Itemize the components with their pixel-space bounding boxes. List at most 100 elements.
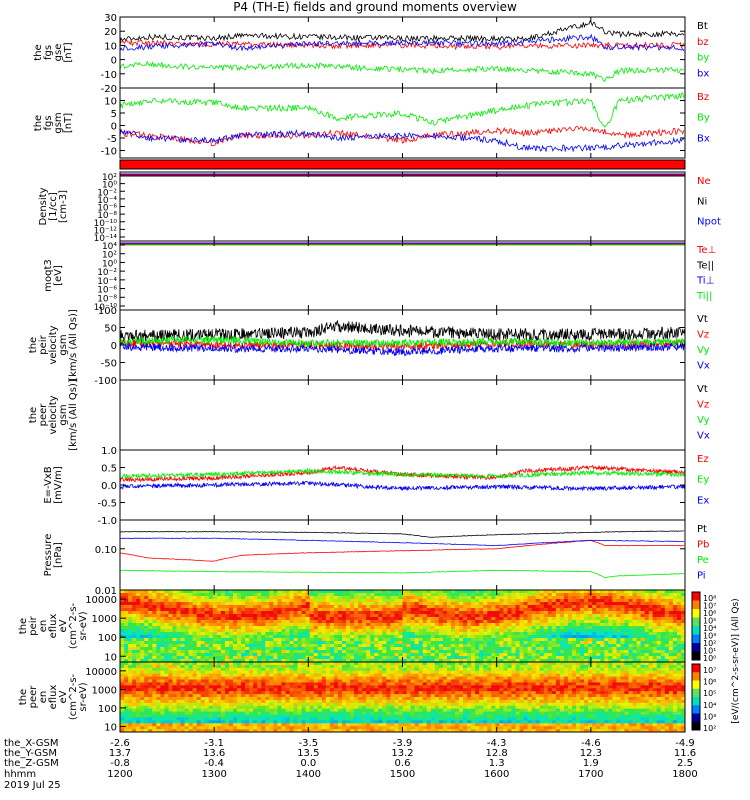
spectrogram-cell <box>188 723 194 727</box>
y-axis-label: [nPa] <box>53 542 64 568</box>
spectrogram-cell <box>471 620 476 624</box>
spectrogram-cell <box>362 626 367 630</box>
spectrogram-cell <box>196 638 202 642</box>
spectrogram-cell <box>576 590 581 594</box>
spectrogram-cell <box>152 659 157 663</box>
spectrogram-cell <box>184 720 190 724</box>
spectrogram-cell <box>467 602 472 606</box>
spectrogram-cell <box>418 596 424 600</box>
spectrogram-cell <box>301 638 307 642</box>
spectrogram-cell <box>648 617 654 621</box>
spectrogram-cell <box>362 629 367 633</box>
spectrogram-cell <box>228 608 234 612</box>
spectrogram-cell <box>378 617 383 621</box>
spectrogram-cell <box>354 617 359 621</box>
spectrogram-cell <box>168 702 173 707</box>
spectrogram-cell <box>156 605 161 609</box>
spectrogram-cell <box>220 620 226 624</box>
spectrogram-cell <box>333 662 339 666</box>
spectrogram-cell <box>184 714 190 718</box>
spectrogram-cell <box>204 702 210 707</box>
spectrogram-cell <box>136 711 141 715</box>
spectrogram-cell <box>333 599 339 603</box>
spectrogram-cell <box>192 650 198 654</box>
spectrogram-cell <box>140 673 145 677</box>
spectrogram-cell <box>176 650 181 654</box>
spectrogram-cell <box>398 611 403 615</box>
spectrogram-cell <box>144 714 149 718</box>
spectrogram-cell <box>382 599 387 603</box>
spectrogram-cell <box>487 650 492 654</box>
spectrogram-cell <box>640 611 646 615</box>
spectrogram-cell <box>196 708 202 712</box>
spectrogram-cell <box>313 653 319 657</box>
spectrogram-cell <box>608 602 613 606</box>
spectrogram-cell <box>228 617 234 621</box>
spectrogram-cell <box>120 708 125 712</box>
spectrogram-cell <box>228 691 234 695</box>
spectrogram-cell <box>624 590 629 594</box>
spectrogram-cell <box>406 659 411 663</box>
spectrogram-cell <box>224 723 230 727</box>
spectrogram-cell <box>128 685 133 689</box>
spectrogram-cell <box>237 602 242 606</box>
spectrogram-cell <box>132 644 137 648</box>
spectrogram-cell <box>269 593 274 597</box>
spectrogram-cell <box>362 641 367 645</box>
spectrogram-cell <box>301 611 307 615</box>
spectrogram-cell <box>228 697 234 701</box>
spectrogram-cell <box>249 673 254 677</box>
spectrogram-cell <box>148 608 153 612</box>
spectrogram-cell <box>543 653 549 657</box>
spectrogram-cell <box>358 653 363 657</box>
spectrogram-cell <box>539 659 545 663</box>
spectrogram-cell <box>382 629 387 633</box>
spectrogram-cell <box>216 614 222 618</box>
spectrogram-cell <box>237 635 242 639</box>
spectrogram-cell <box>600 605 605 609</box>
spectrogram-cell <box>563 620 569 624</box>
spectrogram-cell <box>196 702 202 707</box>
spectrogram-cell <box>148 644 153 648</box>
y-tick-label: 10 <box>104 652 117 663</box>
spectrogram-cell <box>333 726 339 730</box>
spectrogram-cell <box>293 726 298 730</box>
spectrogram-cell <box>471 611 476 615</box>
spectrogram-cell <box>418 617 424 621</box>
spectrogram-cell <box>418 635 424 639</box>
spectrogram-cell <box>233 653 238 657</box>
spectrogram-cell <box>245 632 250 636</box>
spectrogram-cell <box>422 626 428 630</box>
spectrogram-cell <box>228 647 234 651</box>
spectrogram-cell <box>648 596 654 600</box>
spectrogram-cell <box>253 614 258 618</box>
spectrogram-cell <box>184 620 190 624</box>
spectrogram-cell <box>160 717 165 721</box>
spectrogram-cell <box>592 611 597 615</box>
spectrogram-cell <box>624 626 629 630</box>
spectrogram-cell <box>567 659 573 663</box>
spectrogram-cell <box>293 659 298 663</box>
spectrogram-cell <box>398 650 403 654</box>
spectrogram-cell <box>656 659 662 663</box>
legend-entry: Te|| <box>696 260 714 271</box>
spectrogram-cell <box>592 632 597 636</box>
spectrogram-cell <box>539 626 545 630</box>
spectrogram-cell <box>277 623 282 627</box>
spectrogram-cell <box>628 638 633 642</box>
spectrogram-cell <box>128 714 133 718</box>
spectrogram-cell <box>285 664 290 669</box>
spectrogram-cell <box>192 694 198 698</box>
spectrogram-cell <box>180 641 185 645</box>
spectrogram-cell <box>644 593 650 597</box>
spectrogram-cell <box>196 705 202 710</box>
spectrogram-cell <box>220 647 226 651</box>
spectrogram-cell <box>672 632 678 636</box>
spectrogram-cell <box>317 629 323 633</box>
spectrogram-cell <box>576 647 581 651</box>
spectrogram-cell <box>624 608 629 612</box>
spectrogram-cell <box>136 632 141 636</box>
spectrogram-cell <box>467 653 472 657</box>
spectrogram-cell <box>188 611 194 615</box>
spectrogram-cell <box>434 611 440 615</box>
